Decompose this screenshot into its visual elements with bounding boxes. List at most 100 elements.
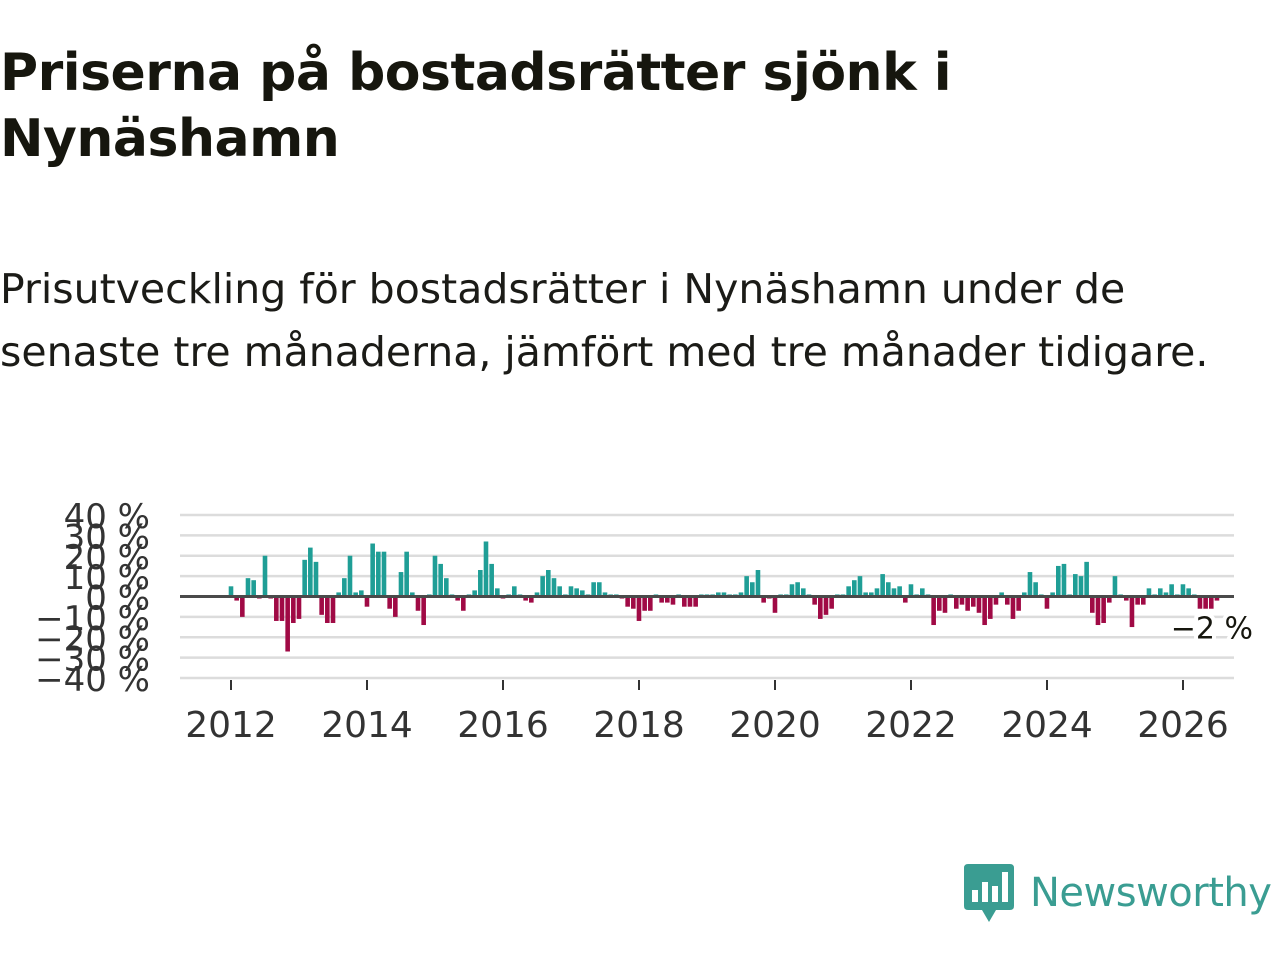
bar	[648, 596, 653, 611]
bar	[693, 596, 698, 607]
bar	[1208, 596, 1214, 609]
bar	[1141, 596, 1146, 605]
y-tick-label: −30 %	[35, 640, 150, 680]
bar	[920, 588, 925, 597]
bar	[795, 582, 800, 597]
bar	[262, 555, 268, 597]
bar	[1169, 584, 1174, 597]
newsworthy-logo-text: Newsworthy	[1030, 870, 1272, 916]
bar	[846, 586, 851, 597]
bar	[1135, 596, 1140, 605]
bar	[738, 592, 744, 597]
bar	[744, 576, 749, 597]
bar	[636, 596, 642, 621]
bar	[931, 596, 936, 626]
bar	[659, 596, 664, 603]
bar	[642, 596, 647, 611]
bar	[976, 596, 982, 613]
bar	[891, 588, 897, 597]
bar	[347, 555, 353, 597]
bar	[908, 584, 914, 597]
bar	[387, 596, 392, 609]
bar	[1203, 596, 1208, 609]
bar	[234, 596, 239, 601]
bar	[342, 578, 347, 597]
bar	[1112, 576, 1118, 597]
bar	[325, 596, 330, 623]
bar	[602, 592, 608, 597]
bar	[483, 541, 489, 597]
bar	[1197, 596, 1203, 609]
x-tick-label: 2026	[1137, 705, 1229, 746]
bar	[999, 592, 1004, 597]
bar	[381, 551, 387, 597]
bar	[823, 596, 829, 615]
bar	[228, 586, 234, 597]
bar	[942, 596, 948, 613]
bar	[240, 596, 245, 617]
y-tick-label: −20 %	[35, 619, 150, 659]
bar	[302, 559, 307, 597]
bar	[863, 592, 868, 597]
bar	[376, 551, 381, 597]
y-tick-label: 0 %	[85, 579, 150, 619]
bar	[251, 580, 256, 597]
bar	[755, 570, 761, 597]
bar	[818, 596, 823, 619]
bar	[1158, 588, 1163, 597]
bar	[336, 592, 341, 597]
chart-subtitle: Prisutveckling för bostadsrätter i Nynäs…	[0, 265, 1209, 376]
bar	[631, 596, 636, 609]
bar	[880, 574, 885, 597]
bar	[993, 596, 999, 605]
bar	[421, 596, 426, 626]
bar	[245, 578, 251, 597]
bar	[1050, 592, 1055, 597]
bar	[296, 596, 302, 619]
bar	[1095, 596, 1101, 626]
bar	[1101, 596, 1106, 623]
bar	[1005, 596, 1010, 605]
bar	[1129, 596, 1135, 628]
bar	[1124, 596, 1129, 601]
bar	[1027, 572, 1033, 597]
bar	[954, 596, 959, 609]
y-tick-label: −10 %	[35, 599, 150, 639]
bar	[1163, 592, 1169, 597]
bar	[285, 596, 290, 652]
bar	[444, 578, 449, 597]
bar	[869, 592, 874, 597]
bar	[829, 596, 834, 609]
bar	[721, 592, 727, 597]
bar	[1146, 588, 1152, 597]
bar	[313, 561, 319, 597]
y-tick-label: 20 %	[64, 538, 150, 578]
bar	[1016, 596, 1021, 611]
x-tick-label: 2024	[1001, 705, 1093, 746]
bar	[279, 596, 285, 621]
bar	[551, 578, 557, 597]
bar	[404, 551, 409, 597]
bar	[364, 596, 370, 607]
bar	[591, 582, 596, 597]
bar	[772, 596, 778, 613]
bar	[1186, 588, 1191, 597]
bar	[1180, 584, 1186, 597]
bar	[523, 596, 528, 601]
bar	[1061, 563, 1067, 597]
bar	[852, 580, 857, 597]
bar	[308, 547, 313, 597]
bar	[857, 576, 863, 597]
bar	[687, 596, 693, 607]
bar	[886, 582, 891, 597]
bar	[874, 588, 880, 597]
bar	[291, 596, 296, 623]
bar	[750, 582, 755, 597]
bar	[903, 596, 908, 603]
bar	[1084, 561, 1089, 597]
bar	[574, 588, 579, 597]
x-tick-label: 2022	[865, 705, 957, 746]
y-tick-label: −40 %	[35, 660, 150, 700]
bar	[512, 586, 517, 597]
x-tick-label: 2014	[321, 705, 413, 746]
